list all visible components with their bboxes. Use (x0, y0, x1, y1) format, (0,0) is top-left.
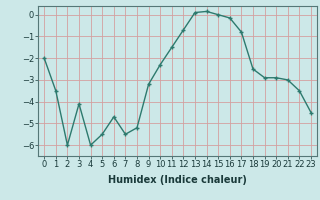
X-axis label: Humidex (Indice chaleur): Humidex (Indice chaleur) (108, 175, 247, 185)
